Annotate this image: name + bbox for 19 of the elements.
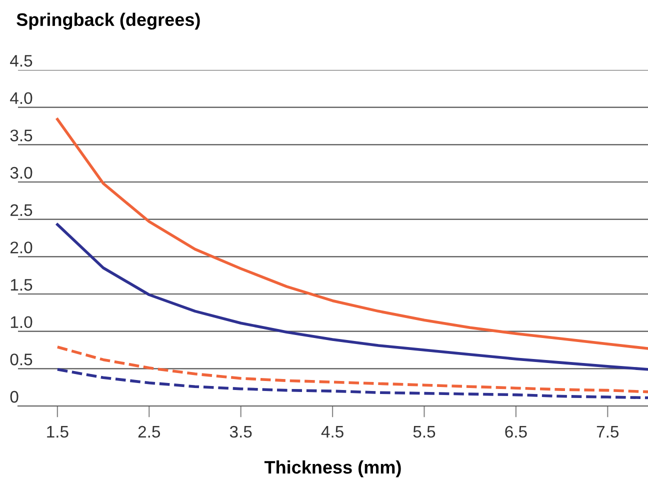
y-tick-label: 3.5 bbox=[10, 130, 32, 142]
y-tick-label: 0.5 bbox=[10, 354, 32, 366]
y-tick-label: 3.0 bbox=[10, 166, 32, 179]
y-tick-label: 2.5 bbox=[10, 204, 32, 216]
y-tick-label: 2.0 bbox=[10, 242, 32, 254]
y-tick-label: 4.0 bbox=[10, 92, 32, 104]
x-tick-label: 6.5 bbox=[505, 426, 527, 438]
x-tick-label: 1.5 bbox=[47, 426, 68, 438]
x-tick-label: 4.5 bbox=[321, 426, 344, 438]
x-tick-label: 2.5 bbox=[138, 426, 160, 438]
x-tick-label: 5.5 bbox=[413, 426, 436, 438]
y-tick-label: 1.5 bbox=[10, 279, 32, 291]
y-tick-label: 4.5 bbox=[10, 55, 32, 67]
x-axis-title: Thickness (mm) bbox=[264, 460, 401, 478]
y-tick-label: 1.0 bbox=[10, 316, 32, 328]
y-tick-label: 0 bbox=[10, 390, 18, 403]
x-tick-label: 3.5 bbox=[230, 426, 252, 438]
x-tick-label: 7.5 bbox=[596, 426, 619, 438]
y-axis-title: Springback (degrees) bbox=[16, 12, 200, 30]
